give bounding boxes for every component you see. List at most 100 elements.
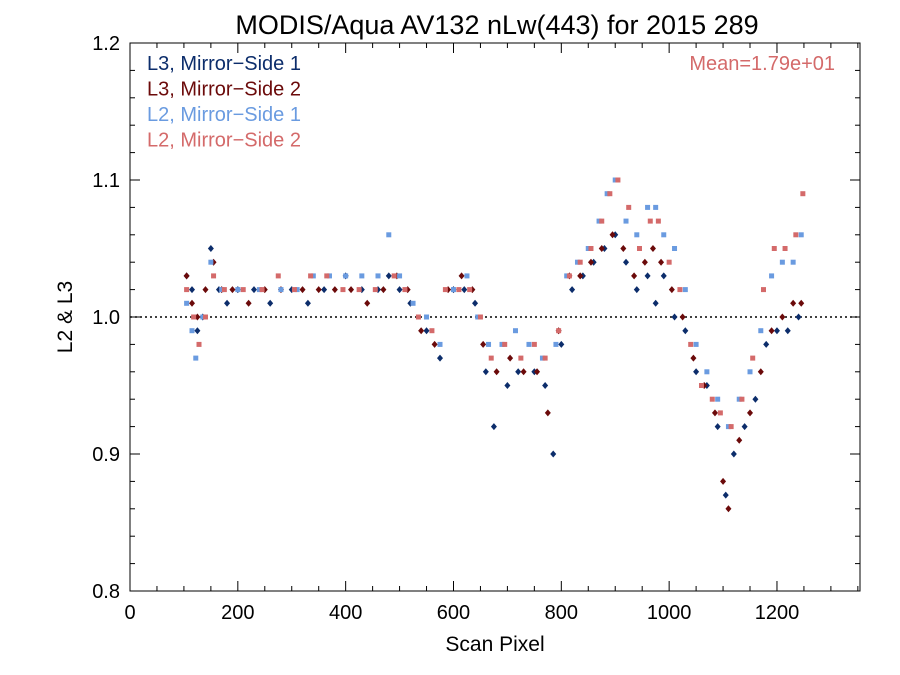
data-point-series-1: [189, 286, 196, 294]
data-point-series-1: [472, 299, 479, 307]
axis-ticks: 0 200 400 600 800 1000 1200 0.8 0.9 1.0 1.1 1.2: [92, 33, 860, 624]
data-point-series-3: [184, 300, 190, 306]
data-point-series-4: [717, 410, 723, 416]
data-point-series-3: [715, 396, 721, 402]
data-point-series-4: [488, 355, 494, 361]
data-point-series-3: [653, 204, 659, 210]
data-point-series-2: [458, 272, 465, 280]
data-point-series-4: [240, 287, 246, 293]
data-point-series-4: [372, 287, 378, 293]
y-tick-label: 0.8: [92, 581, 120, 603]
data-point-series-1: [490, 423, 497, 431]
data-point-series-1: [385, 272, 392, 280]
data-point-series-2: [720, 477, 727, 485]
data-point-series-4: [531, 341, 537, 347]
data-point-series-2: [245, 299, 252, 307]
data-point-series-3: [798, 232, 804, 238]
data-point-series-4: [402, 287, 408, 293]
data-point-series-2: [609, 231, 616, 239]
data-point-series-1: [423, 327, 430, 335]
data-point-series-3: [645, 204, 651, 210]
data-point-series-2: [711, 409, 718, 417]
data-point-series-4: [728, 424, 734, 430]
data-point-series-4: [191, 314, 197, 320]
data-point-series-3: [553, 341, 559, 347]
x-tick-label: 200: [221, 602, 254, 624]
data-point-series-1: [644, 272, 651, 280]
data-point-series-4: [698, 383, 704, 388]
data-point-series-4: [291, 287, 297, 293]
data-point-series-4: [750, 355, 756, 361]
data-point-series-3: [736, 396, 742, 402]
data-point-series-4: [202, 314, 208, 320]
legend-entry: L3, Mirror−Side 2: [147, 79, 301, 101]
x-tick-label: 1000: [647, 602, 692, 624]
data-point-series-4: [518, 355, 524, 361]
data-point-series-3: [278, 287, 284, 293]
data-point-series-2: [668, 286, 675, 294]
data-point-series-2: [493, 368, 500, 376]
data-point-series-3: [564, 273, 570, 279]
data-point-series-3: [386, 232, 392, 238]
data-point-series-3: [725, 424, 731, 430]
data-point-series-2: [757, 368, 764, 376]
data-point-series-2: [747, 409, 754, 417]
data-point-series-3: [189, 328, 195, 334]
data-point-series-4: [542, 355, 548, 361]
data-point-series-3: [526, 341, 532, 347]
data-point-series-4: [793, 232, 799, 238]
data-point-series-1: [741, 423, 748, 431]
data-point-series-2: [534, 368, 541, 376]
data-point-series-3: [661, 232, 667, 238]
data-point-series-1: [542, 382, 549, 389]
data-point-series-3: [512, 328, 518, 334]
data-point-series-3: [779, 259, 785, 265]
data-point-series-1: [437, 354, 444, 362]
data-point-series-4: [477, 314, 483, 320]
chart-title: MODIS/Aqua AV132 nLw(443) for 2015 289: [235, 10, 758, 40]
data-point-series-1: [558, 340, 565, 348]
data-point-series-2: [348, 286, 355, 294]
data-point-series-4: [308, 273, 314, 279]
data-point-series-3: [464, 273, 470, 279]
data-point-series-1: [515, 368, 522, 376]
y-tick-label: 1.0: [92, 307, 120, 329]
data-point-series-1: [714, 423, 721, 431]
data-point-series-2: [736, 436, 743, 444]
data-point-series-3: [693, 341, 699, 347]
data-point-series-4: [340, 287, 346, 293]
data-point-series-2: [620, 245, 627, 252]
data-point-series-4: [782, 246, 788, 251]
data-point-series-2: [658, 258, 665, 266]
data-point-series-3: [574, 259, 580, 265]
x-tick-label: 0: [124, 602, 135, 624]
data-point-series-4: [655, 218, 661, 224]
data-point-series-1: [682, 327, 689, 335]
data-point-series-4: [275, 273, 281, 279]
data-point-series-2: [431, 340, 438, 348]
data-point-series-2: [779, 313, 786, 321]
data-point-series-4: [688, 341, 694, 347]
data-points: [183, 177, 806, 513]
data-point-series-3: [634, 232, 640, 238]
data-point-series-2: [507, 354, 514, 362]
data-point-series-2: [649, 245, 656, 252]
data-point-series-4: [677, 287, 683, 293]
data-point-series-3: [672, 246, 678, 251]
data-point-series-3: [326, 273, 332, 279]
data-point-series-3: [758, 328, 764, 334]
data-point-series-4: [636, 246, 642, 251]
y-tick-label: 1.2: [92, 33, 120, 55]
data-point-series-2: [587, 258, 594, 266]
data-point-series-4: [566, 273, 572, 279]
data-point-series-4: [588, 246, 594, 251]
data-point-series-2: [690, 354, 697, 362]
data-point-series-3: [310, 273, 316, 279]
data-point-series-2: [520, 368, 527, 376]
data-point-series-3: [747, 369, 753, 375]
data-point-series-1: [763, 340, 770, 348]
data-point-series-1: [482, 368, 489, 376]
data-point-series-2: [641, 258, 648, 266]
x-tick-label: 600: [437, 602, 470, 624]
data-point-series-3: [486, 341, 492, 347]
